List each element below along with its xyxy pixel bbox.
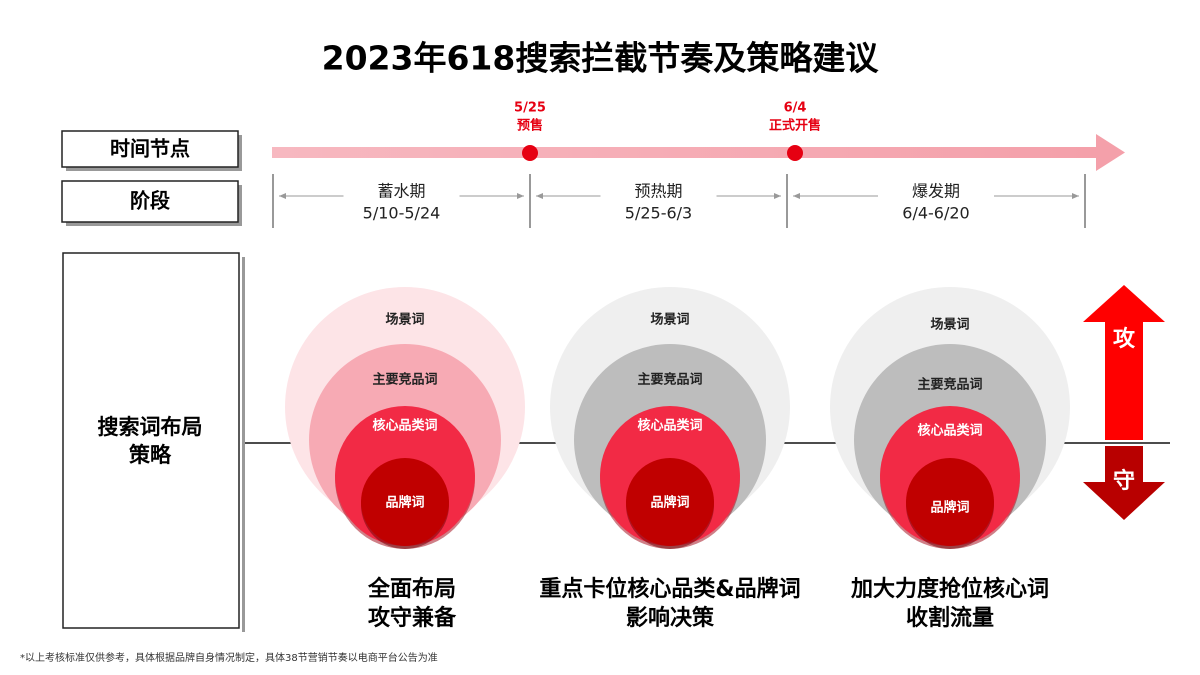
milestone-dot <box>522 145 538 161</box>
stage-label: 阶段 <box>130 189 170 213</box>
milestone-dot <box>787 145 803 161</box>
title: 2023年618搜索拦截节奏及策略建议 <box>322 39 880 78</box>
footnote: *以上考核标准仅供参考，具体根据品牌自身情况制定，具体38节营销节奏以电商平台公… <box>20 651 438 664</box>
timeline-arrowhead <box>1096 134 1125 171</box>
ring-label: 核心品类词 <box>637 418 702 434</box>
ring-label: 主要竞品词 <box>917 377 982 393</box>
strategy-label: 策略 <box>129 443 172 467</box>
phase-arrowhead <box>536 193 543 199</box>
milestone-date: 6/4 <box>784 101 807 116</box>
attack-arrow <box>1083 285 1165 440</box>
defend-label: 守 <box>1113 468 1135 494</box>
phase-name: 蓄水期 <box>377 182 425 201</box>
ring <box>906 458 994 546</box>
attack-label: 攻 <box>1113 326 1136 352</box>
caption: 重点卡位核心品类&品牌词 <box>539 576 800 602</box>
ring-label: 场景词 <box>930 318 969 333</box>
defend-arrow <box>1083 446 1165 520</box>
ring-label: 场景词 <box>650 313 689 328</box>
phase-arrowhead <box>1072 193 1079 199</box>
phase-arrowhead <box>793 193 800 199</box>
time-node-label: 时间节点 <box>110 137 190 161</box>
box-shadow <box>242 257 245 632</box>
phase-name: 预热期 <box>634 182 682 201</box>
milestone-date: 5/25 <box>514 101 546 116</box>
ring <box>626 458 714 546</box>
caption: 加大力度抢位核心词 <box>850 576 1049 602</box>
caption: 攻守兼备 <box>368 605 457 631</box>
ring-label: 核心品类词 <box>372 418 437 434</box>
ring-label: 品牌词 <box>385 495 424 511</box>
milestone-label: 正式开售 <box>769 118 821 134</box>
ring <box>361 458 449 546</box>
phase-range: 6/4-6/20 <box>902 204 969 223</box>
phase-arrowhead <box>279 193 286 199</box>
caption: 收割流量 <box>906 605 994 631</box>
phase-arrowhead <box>774 193 781 199</box>
time-node-box <box>61 130 239 168</box>
phase-arrowhead <box>517 193 524 199</box>
caption: 影响决策 <box>626 605 715 631</box>
ring-label: 主要竞品词 <box>637 372 702 388</box>
ring-label: 主要竞品词 <box>372 372 437 388</box>
strategy-box <box>62 252 240 629</box>
ring-label: 场景词 <box>385 313 424 328</box>
caption: 全面布局 <box>367 576 456 602</box>
ring-label: 品牌词 <box>650 495 689 511</box>
strategy-label: 搜索词布局 <box>98 415 203 439</box>
milestone-label: 预售 <box>517 118 543 134</box>
phase-range: 5/25-6/3 <box>625 204 692 223</box>
ring-label: 品牌词 <box>930 500 969 516</box>
ring-label: 核心品类词 <box>917 423 982 439</box>
phase-range: 5/10-5/24 <box>363 204 441 223</box>
timeline-bar <box>272 147 1100 158</box>
stage-box <box>61 180 239 223</box>
phase-name: 爆发期 <box>912 182 960 201</box>
